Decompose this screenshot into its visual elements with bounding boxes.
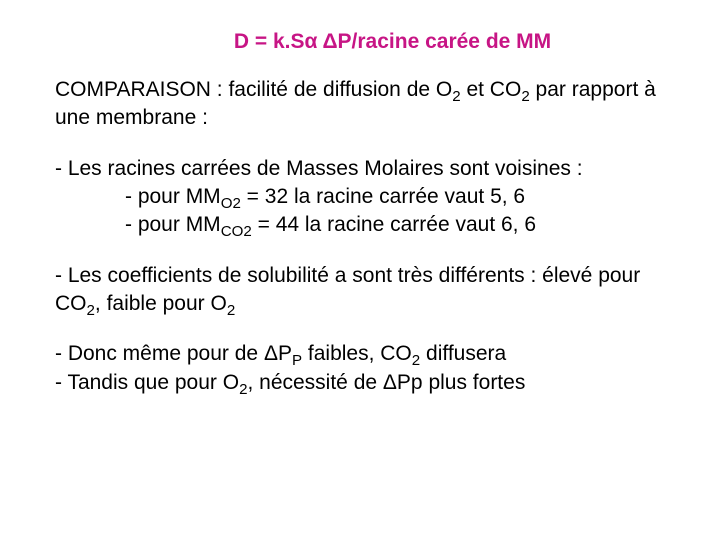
text: et CO [461, 78, 522, 101]
text: Pp plus fortes [397, 371, 525, 394]
title-alpha: α [304, 30, 317, 53]
subscript: 2 [87, 302, 95, 319]
line-donc: - Donc même pour de ΔPP faibles, CO2 dif… [55, 340, 670, 368]
text: - pour MM [125, 185, 221, 208]
text: - pour MM [125, 213, 221, 236]
subscript: 2 [227, 302, 235, 319]
text: , nécessité de [247, 371, 382, 394]
subscript: 2 [452, 88, 460, 105]
line-mm-o2: - pour MMO2 = 32 la racine carrée vaut 5… [55, 183, 670, 211]
paragraph-racines: - Les racines carrées de Masses Molaires… [55, 155, 670, 240]
title-part2: P/racine carée de MM [338, 30, 552, 53]
text: - Tandis que pour O [55, 371, 239, 394]
paragraph-comparison: COMPARAISON : facilité de diffusion de O… [55, 76, 670, 133]
line-tandis: - Tandis que pour O2, nécessité de ΔPp p… [55, 369, 670, 397]
delta: Δ [383, 371, 397, 394]
text: - Donc même pour de [55, 342, 264, 365]
text: = 44 la racine carrée vaut 6, 6 [252, 213, 536, 236]
subscript: O2 [221, 195, 241, 212]
subscript: 2 [521, 88, 529, 105]
text: faibles, CO [302, 342, 412, 365]
paragraph-conclusion: - Donc même pour de ΔPP faibles, CO2 dif… [55, 340, 670, 397]
slide-content: D = k.Sα ΔP/racine carée de MM COMPARAIS… [0, 0, 720, 449]
text: P [278, 342, 292, 365]
text: , faible pour O [95, 292, 227, 315]
formula-title: D = k.Sα ΔP/racine carée de MM [115, 30, 670, 54]
title-delta: Δ [317, 30, 337, 53]
paragraph-coefficients: - Les coefficients de solubilité a sont … [55, 262, 670, 319]
subscript: 2 [412, 353, 420, 370]
subscript: P [292, 353, 302, 370]
subscript: CO2 [221, 224, 252, 241]
delta: Δ [264, 342, 278, 365]
text: diffusera [420, 342, 506, 365]
text: COMPARAISON : facilité de diffusion de O [55, 78, 452, 101]
line: - Les racines carrées de Masses Molaires… [55, 155, 670, 183]
title-part1: D = k.S [234, 30, 305, 53]
text: = 32 la racine carrée vaut 5, 6 [241, 185, 525, 208]
line-mm-co2: - pour MMCO2 = 44 la racine carrée vaut … [55, 211, 670, 239]
